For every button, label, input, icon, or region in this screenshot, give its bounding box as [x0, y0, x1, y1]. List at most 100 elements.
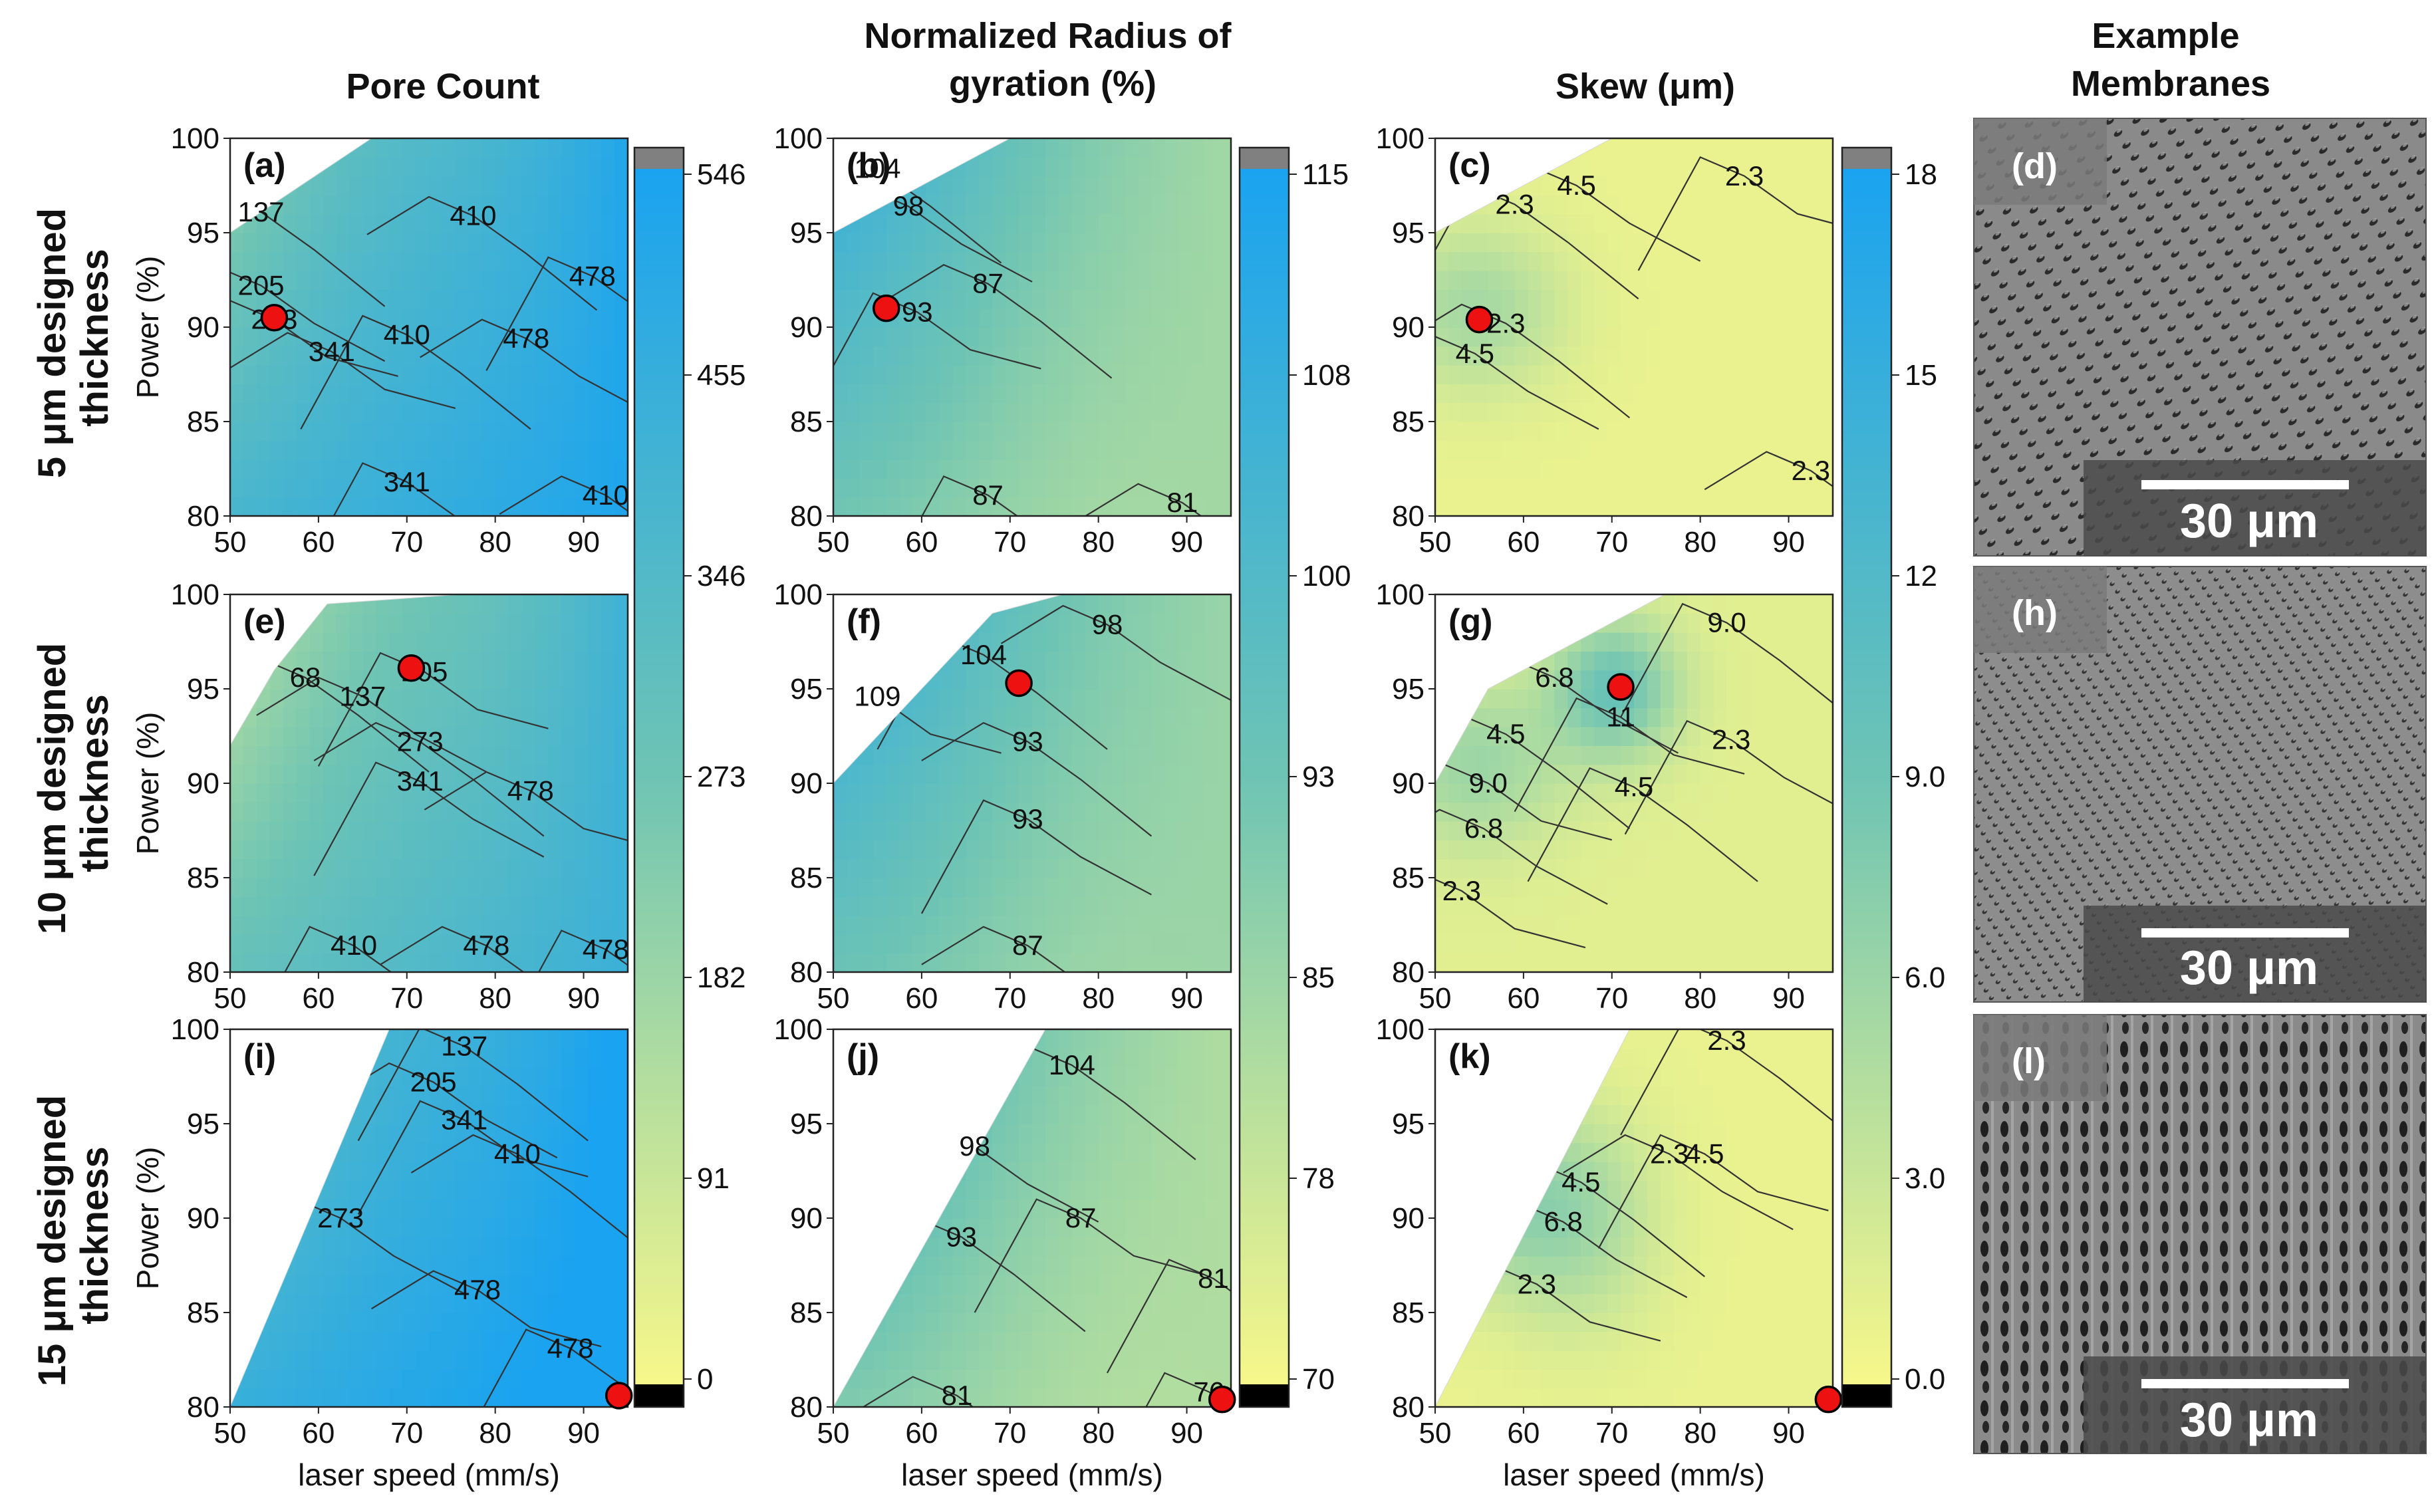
x-tick-label: 60: [1507, 526, 1540, 559]
x-tick-label: 80: [1082, 526, 1115, 559]
y-tick-label: 80: [1392, 500, 1424, 533]
panel-label-k: (k): [1448, 1037, 1491, 1076]
y-tick-label: 100: [1376, 122, 1424, 155]
contour-label: 4.5: [1456, 338, 1494, 369]
x-tick-label: 60: [905, 982, 938, 1015]
contour-label: 478: [583, 934, 629, 965]
contour-label: 6.8: [1544, 1206, 1582, 1237]
panel-label-e: (e): [243, 602, 286, 641]
contour-label: 4.5: [1561, 1166, 1600, 1197]
y-tick-label: 90: [187, 767, 219, 800]
colorbar-tick-label: 0.0: [1905, 1363, 1945, 1396]
x-tick-label: 50: [1419, 982, 1452, 1015]
y-tick-label: 85: [1392, 406, 1424, 438]
y-tick-label: 80: [790, 1391, 823, 1424]
colorbar-tick-label: 273: [697, 761, 745, 793]
x-tick-label: 90: [1170, 526, 1203, 559]
contour-label: 93: [946, 1221, 977, 1252]
contour-label: 205: [410, 1067, 457, 1098]
contour-label: 87: [972, 268, 1004, 299]
contour-label: 9.0: [1469, 767, 1508, 799]
y-tick-label: 80: [1392, 1391, 1424, 1424]
x-tick-label: 60: [1507, 982, 1540, 1015]
contour-label: 2.3: [1712, 724, 1750, 755]
panel-f: 104 98 109 93 93 87 (f) 50 60 70 80 90 80 85 90 95 100: [774, 578, 1232, 1015]
colorbar-under-swatch: [1240, 1384, 1289, 1407]
selected-point-marker: [260, 304, 289, 332]
contour-label: 478: [547, 1332, 594, 1364]
colorbar-under-swatch: [634, 1384, 684, 1407]
colorbar-tick-label: 115: [1302, 158, 1349, 191]
colorbar-over-swatch: [1240, 148, 1289, 169]
contour-label: 410: [583, 479, 629, 511]
y-tick-label: 80: [187, 1391, 219, 1424]
row-label-10um: 10 μm designed thickness: [31, 632, 116, 935]
colorbar-tick-label: 0: [697, 1363, 713, 1396]
title-skew: Skew (μm): [1556, 66, 1735, 106]
colorbar-tick-label: 9.0: [1905, 761, 1945, 793]
x-tick-label: 70: [994, 1417, 1026, 1449]
y-tick-label: 85: [790, 1297, 823, 1329]
contour-label: 478: [463, 930, 509, 961]
contour-label: 4.5: [1615, 771, 1653, 803]
y-tick-label: 85: [187, 406, 219, 438]
colorbars: 5464553462731829101151081009385787018151…: [633, 146, 1945, 1408]
panel-label-c: (c): [1448, 146, 1491, 185]
panel-label-f: (f): [847, 602, 881, 641]
x-tick-label: 50: [214, 526, 247, 559]
colorbar-tick-label: 100: [1302, 560, 1351, 592]
title-radius-of-gyration: Normalized Radius of gyration (%): [864, 16, 1241, 104]
contour-label: 478: [503, 322, 549, 354]
sem-image-h: (h) 30 μm: [1973, 566, 2427, 1003]
contour-label: 109: [854, 680, 900, 711]
selected-point-marker: [1005, 669, 1033, 697]
contour-label: 2.3: [1495, 188, 1534, 219]
contour-label: 6.8: [1464, 813, 1503, 844]
contour-label: 81: [942, 1380, 973, 1411]
selected-point-marker: [1607, 673, 1635, 701]
scale-bar-d: [2141, 480, 2349, 489]
sem-label-d: (d): [2012, 146, 2058, 186]
colorbar-tick-label: 70: [1302, 1363, 1335, 1396]
y-tick-label: 90: [1392, 767, 1424, 800]
panel-label-i: (i): [243, 1037, 276, 1076]
row-label-5um: 5 μm designed thickness: [31, 197, 116, 478]
colorbar-tick-label: 18: [1905, 158, 1937, 191]
contour-label: 93: [902, 296, 933, 327]
y-tick-label: 95: [1392, 673, 1424, 705]
y-tick-label: 90: [187, 1202, 219, 1235]
contour-label: 341: [309, 336, 355, 367]
x-tick-label: 90: [567, 982, 600, 1015]
y-tick-label: 100: [1376, 578, 1424, 611]
contour-label: 273: [397, 726, 444, 757]
y-axis-label: Power (%): [130, 712, 165, 855]
y-tick-label: 85: [1392, 1297, 1424, 1329]
contour-label: 98: [893, 190, 924, 221]
panel-a: 137205273410478341410478341410(a)5060708…: [130, 122, 629, 559]
colorbar-2: 18 15 12 9.0 6.0 3.0 0.0: [1841, 146, 1945, 1408]
colorbar-tick-label: 3.0: [1905, 1162, 1945, 1195]
x-tick-label: 60: [1507, 1417, 1540, 1449]
x-tick-label: 60: [302, 526, 335, 559]
colorbar-tick-label: 182: [697, 961, 745, 994]
panel-k: 2.32.34.54.56.82.3(k)50 60 70 80 90808590951…: [1376, 1013, 1843, 1492]
colorbar-0: 546 455 346 273 182 91 0: [633, 146, 745, 1408]
x-tick-label: 80: [479, 982, 511, 1015]
colorbar-gradient: [1842, 169, 1891, 1384]
colorbar-tick-label: 455: [697, 359, 745, 392]
y-tick-label: 80: [790, 500, 823, 533]
contour-label: 2.3: [1725, 160, 1764, 191]
y-tick-label: 100: [1376, 1013, 1424, 1046]
colorbar-tick-label: 93: [1302, 761, 1335, 793]
x-tick-label: 80: [1082, 982, 1115, 1015]
y-tick-label: 95: [187, 1108, 219, 1140]
contour-label: 6.8: [1535, 662, 1573, 693]
contour-label: 104: [1049, 1049, 1095, 1080]
contour-panels: 137205273410478341410478341410(a)5060708…: [130, 122, 1843, 1492]
contour-label: 341: [397, 765, 444, 797]
contour-label: 104: [960, 639, 1007, 670]
row-labels: 5 μm designed thickness 10 μm designed t…: [31, 197, 116, 1386]
contour-label: 478: [507, 775, 554, 806]
panel-k-field: [1435, 1029, 1833, 1407]
scale-label-h: 30 μm: [2180, 942, 2318, 995]
